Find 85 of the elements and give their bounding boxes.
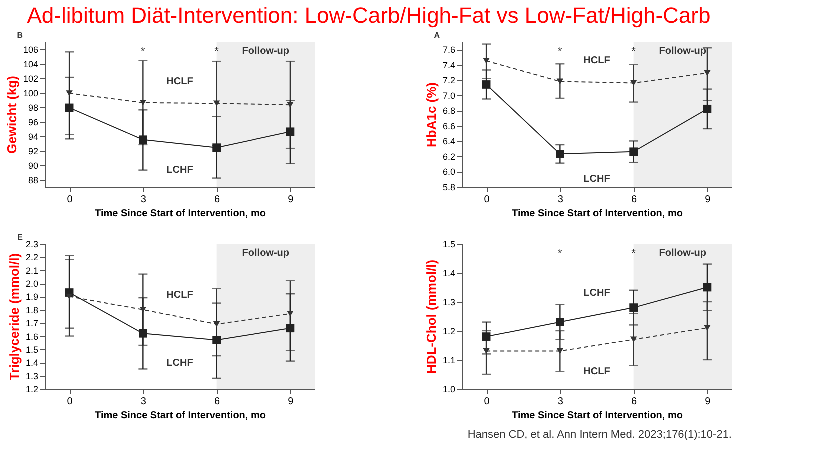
y-tick-label: 1.1 (442, 356, 456, 366)
x-tick-label: 3 (558, 194, 564, 206)
x-tick-label: 3 (558, 396, 564, 408)
series-label: LCHF (584, 288, 610, 300)
band-label: Follow-up (242, 46, 290, 57)
y-tick-label: 2.1 (26, 266, 38, 276)
y-tick-label: 1.3 (442, 298, 456, 308)
y-axis-title: Gewicht (kg) (4, 76, 20, 154)
y-tick-label: 7.4 (442, 60, 456, 70)
band-label: Follow-up (659, 248, 707, 259)
y-tick-label: 7.6 (442, 45, 456, 56)
y-tick-label: 94 (28, 132, 38, 142)
y-tick-label: 6.4 (442, 136, 456, 147)
y-tick-label: 1.7 (26, 318, 38, 329)
text: B (17, 31, 24, 40)
y-axis-title: HbA1c (%) (424, 82, 439, 148)
annotation: * (632, 248, 637, 260)
text: Hansen CD, et al. Ann Intern Med. 2023;176(1):10-21. (468, 429, 732, 441)
y-tick-label: 6.0 (442, 167, 456, 178)
series-label: HCLF (584, 55, 610, 66)
y-tick-label: 92 (28, 146, 38, 156)
x-tick-label: 6 (632, 194, 638, 206)
y-tick-label: 2.3 (26, 240, 38, 250)
y-tick-label: 102 (23, 74, 38, 84)
y-tick-label: 1.8 (26, 305, 38, 316)
x-tick-label: 0 (484, 194, 490, 206)
x-axis-title: Time Since Start of Intervention, mo (512, 208, 683, 220)
band-label: Follow-up (242, 248, 290, 259)
y-tick-label: 1.6 (26, 332, 38, 342)
y-tick-label: 1.3 (26, 371, 38, 382)
y-tick-label: 1.2 (442, 326, 456, 336)
series-label: HCLF (166, 76, 194, 88)
y-tick-label: 88 (28, 175, 38, 186)
x-tick-label: 6 (632, 396, 638, 408)
x-tick-label: 9 (288, 396, 294, 408)
y-tick-label: 1.5 (26, 344, 38, 355)
x-tick-label: 9 (705, 396, 712, 408)
x-axis-title: Time Since Start of Intervention, mo (512, 410, 683, 422)
x-tick-label: 3 (140, 396, 147, 408)
y-tick-label: 1.2 (26, 384, 38, 394)
y-tick-label: 6.2 (442, 152, 456, 162)
y-tick-label: 7.0 (442, 90, 456, 101)
series-label: LCHF (166, 164, 194, 176)
text: E (18, 233, 24, 242)
x-tick-label: 3 (140, 194, 147, 206)
y-tick-label: 106 (23, 44, 38, 55)
y-axis-title: Triglyceride (mmol/l) (6, 253, 22, 381)
annotation: * (214, 46, 220, 58)
y-tick-label: 90 (28, 160, 38, 171)
text: A (434, 31, 440, 40)
y-tick-label: 2.2 (26, 252, 38, 263)
y-tick-label: 1.9 (26, 292, 38, 302)
x-axis-title: Time Since Start of Intervention, mo (95, 410, 266, 422)
annotation: * (558, 248, 564, 260)
series-label: LCHF (166, 358, 194, 369)
x-tick-label: 9 (705, 194, 712, 206)
y-tick-label: 2.0 (26, 279, 38, 290)
y-tick-label: 1.4 (442, 268, 456, 278)
x-tick-label: 6 (214, 396, 221, 408)
y-tick-label: 98 (28, 102, 38, 113)
y-tick-label: 6.6 (442, 121, 456, 132)
series-label: HCLF (584, 366, 610, 378)
x-tick-label: 0 (67, 396, 74, 408)
y-tick-label: 1.4 (26, 358, 38, 368)
annotation: * (632, 46, 637, 58)
band-label: Follow-up (659, 46, 707, 57)
y-tick-label: 6.8 (442, 106, 456, 116)
x-tick-label: 6 (214, 194, 221, 206)
y-tick-label: 7.2 (442, 76, 456, 86)
x-tick-label: 9 (288, 194, 294, 206)
text: LCHF (584, 174, 610, 186)
y-tick-label: 5.8 (442, 182, 456, 192)
y-axis-title: HDL-Chol (mmol/l) (424, 260, 439, 374)
series-label: HCLF (166, 290, 194, 302)
annotation: * (141, 46, 146, 58)
y-tick-label: 104 (23, 59, 38, 70)
x-axis-title: Time Since Start of Intervention, mo (95, 208, 266, 220)
text: Ad-libitum Diät-Intervention: Low-Carb/High-Fat vs Low-Fat/High-Carb (27, 3, 711, 28)
x-tick-label: 0 (67, 194, 74, 206)
y-tick-label: 1.0 (442, 384, 456, 394)
x-tick-label: 0 (484, 396, 490, 408)
y-tick-label: 1.5 (442, 240, 456, 250)
y-tick-label: 100 (23, 88, 38, 98)
annotation: * (558, 46, 564, 58)
y-tick-label: 96 (28, 117, 38, 128)
